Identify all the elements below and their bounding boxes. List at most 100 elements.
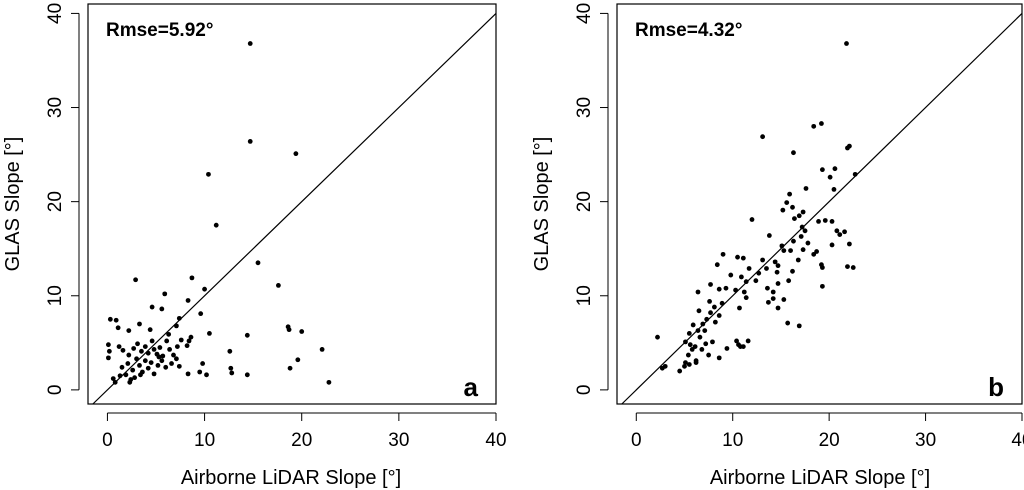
- data-point: [125, 361, 131, 366]
- data-point: [247, 41, 253, 46]
- x-tick-label: 0: [631, 430, 642, 451]
- data-point: [204, 372, 209, 378]
- data-point: [805, 240, 811, 246]
- data-point: [700, 321, 706, 327]
- data-point: [137, 363, 142, 368]
- data-point: [746, 266, 752, 271]
- data-point: [728, 272, 734, 278]
- data-point: [845, 264, 850, 269]
- data-point: [766, 233, 772, 238]
- data-point: [819, 167, 825, 173]
- reference-line: [92, 12, 497, 405]
- data-point: [106, 342, 111, 348]
- data-point: [151, 347, 157, 352]
- data-point: [255, 260, 261, 266]
- y-axis-title: GLAS Slope [°]: [2, 137, 24, 272]
- data-point: [707, 299, 712, 304]
- data-point: [774, 269, 780, 275]
- data-point: [185, 298, 191, 303]
- data-point: [159, 358, 165, 364]
- data-point: [229, 370, 235, 376]
- data-point: [207, 331, 212, 336]
- data-point: [157, 345, 163, 350]
- panel-label: b: [988, 372, 1004, 402]
- data-point: [174, 356, 179, 362]
- data-point: [189, 275, 195, 281]
- data-point: [724, 346, 730, 351]
- data-point: [156, 354, 162, 360]
- data-point: [686, 362, 692, 367]
- data-points: [655, 41, 858, 374]
- data-point: [176, 363, 182, 369]
- data-point: [683, 360, 688, 365]
- data-point: [164, 338, 170, 344]
- data-point: [792, 216, 797, 221]
- x-tick-label: 10: [722, 430, 743, 451]
- data-point: [690, 322, 696, 328]
- x-axis: 0 10 20 30 40: [631, 412, 1024, 451]
- data-point: [120, 347, 126, 353]
- y-axis: 0 10 20 30 40: [45, 3, 80, 396]
- data-point: [171, 352, 176, 358]
- data-point: [740, 344, 746, 349]
- data-point: [775, 263, 781, 269]
- x-tick-label: 40: [485, 430, 506, 451]
- data-point: [716, 313, 722, 318]
- data-point: [743, 279, 749, 285]
- data-point: [202, 286, 207, 292]
- data-point: [159, 306, 165, 312]
- data-point: [800, 247, 806, 253]
- data-point: [174, 344, 180, 349]
- data-point: [162, 291, 168, 297]
- data-point: [781, 297, 787, 302]
- data-point: [276, 283, 281, 288]
- data-point: [130, 367, 136, 373]
- data-point: [178, 337, 184, 343]
- data-point: [765, 285, 770, 291]
- y-tick-label: 10: [45, 285, 66, 306]
- data-point: [703, 341, 709, 347]
- data-point: [686, 331, 692, 336]
- data-point: [788, 248, 793, 253]
- data-point: [770, 296, 776, 301]
- data-point: [166, 331, 172, 337]
- y-tick-label: 40: [574, 3, 595, 24]
- data-points: [106, 41, 332, 385]
- data-point: [197, 369, 203, 375]
- data-point: [151, 371, 157, 377]
- data-point: [106, 348, 112, 354]
- data-point: [749, 217, 755, 222]
- rmse-annotation: Rmse=4.32°: [635, 20, 742, 41]
- data-point: [185, 371, 191, 377]
- y-tick-label: 0: [45, 385, 66, 396]
- y-axis: 0 10 20 30 40: [574, 3, 609, 395]
- data-point: [697, 334, 703, 340]
- data-point: [687, 342, 693, 348]
- data-point: [780, 207, 786, 213]
- data-point: [735, 254, 740, 260]
- data-point: [163, 364, 169, 370]
- data-point: [188, 334, 194, 340]
- data-point: [696, 308, 702, 314]
- x-tick-label: 20: [291, 430, 312, 451]
- reference-line: [621, 12, 1023, 405]
- y-tick-label: 40: [45, 3, 66, 24]
- data-point: [829, 219, 835, 224]
- data-point: [702, 328, 708, 333]
- x-axis-title: Airborne LiDAR Slope [°]: [181, 467, 401, 489]
- data-point: [790, 268, 795, 274]
- data-point: [834, 228, 840, 234]
- data-point: [785, 320, 791, 326]
- one-to-one-line: [621, 12, 1023, 405]
- data-point: [213, 222, 219, 228]
- data-point: [695, 289, 701, 295]
- data-point: [137, 321, 142, 327]
- data-point: [708, 282, 713, 287]
- y-tick-label: 10: [574, 285, 595, 306]
- data-point: [142, 358, 148, 364]
- data-point: [247, 139, 253, 144]
- data-point: [132, 375, 138, 381]
- data-point: [737, 305, 742, 311]
- data-point: [775, 305, 781, 311]
